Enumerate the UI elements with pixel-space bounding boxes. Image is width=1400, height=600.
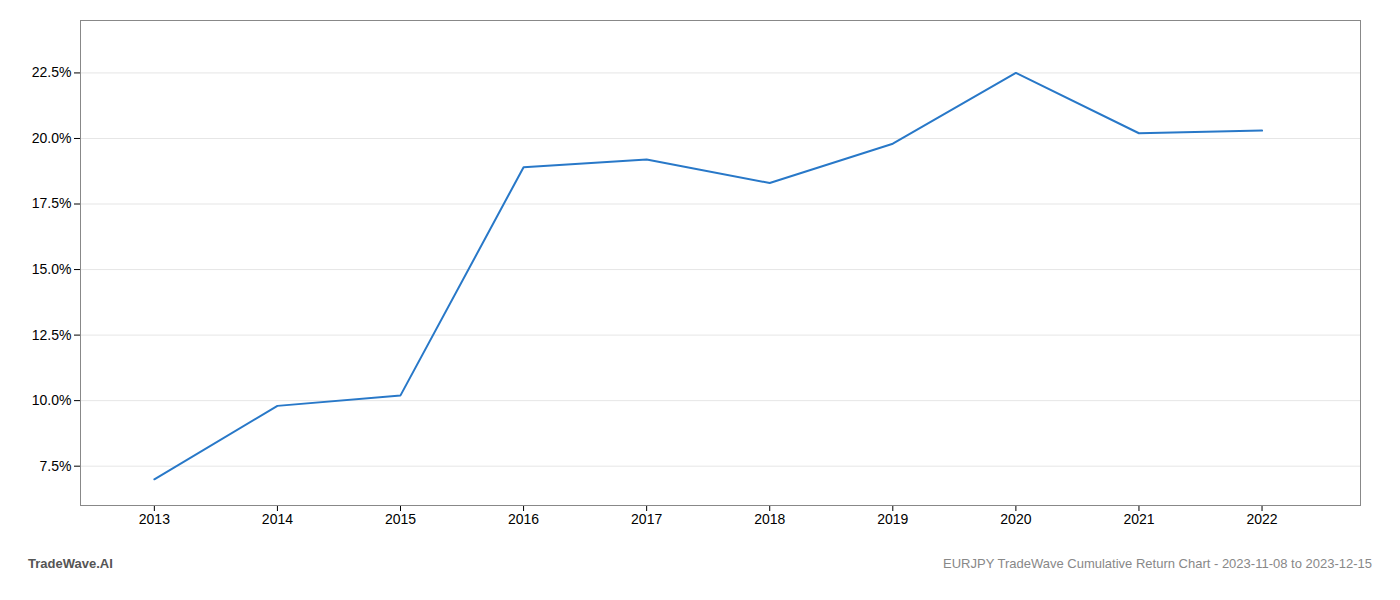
svg-text:2017: 2017 bbox=[631, 511, 662, 527]
svg-text:12.5%: 12.5% bbox=[32, 327, 72, 343]
svg-text:20.0%: 20.0% bbox=[32, 130, 72, 146]
html-text:EURJPY TradeWave Cumulative Re: EURJPY TradeWave Cumulative Return Chart… bbox=[943, 556, 1372, 571]
svg-text:22.5%: 22.5% bbox=[32, 64, 72, 80]
svg-text:2015: 2015 bbox=[385, 511, 416, 527]
svg-text:2014: 2014 bbox=[262, 511, 293, 527]
svg-text:7.5%: 7.5% bbox=[40, 458, 72, 474]
svg-text:10.0%: 10.0% bbox=[32, 392, 72, 408]
svg-text:2021: 2021 bbox=[1123, 511, 1154, 527]
svg-text:2020: 2020 bbox=[1000, 511, 1031, 527]
svg-text:2013: 2013 bbox=[139, 511, 170, 527]
svg-text:2016: 2016 bbox=[508, 511, 539, 527]
html-text:TradeWave.AI: TradeWave.AI bbox=[28, 556, 113, 571]
svg-text:15.0%: 15.0% bbox=[32, 261, 72, 277]
svg-text:2018: 2018 bbox=[754, 511, 785, 527]
svg-text:2022: 2022 bbox=[1246, 511, 1277, 527]
svg-text:2019: 2019 bbox=[877, 511, 908, 527]
svg-text:17.5%: 17.5% bbox=[32, 195, 72, 211]
